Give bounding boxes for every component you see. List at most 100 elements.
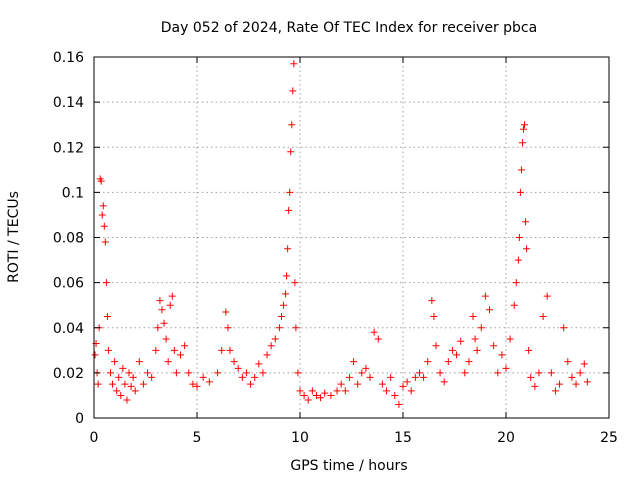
data-point: [543, 292, 551, 300]
data-point: [222, 308, 230, 316]
data-point: [285, 206, 293, 214]
data-point: [428, 297, 436, 305]
data-point: [263, 351, 271, 359]
data-point: [139, 380, 147, 388]
data-point: [177, 351, 185, 359]
data-point: [144, 369, 152, 377]
data-point: [486, 306, 494, 314]
data-point: [282, 290, 290, 298]
data-point: [448, 346, 456, 354]
data-point: [415, 369, 423, 377]
data-point: [267, 342, 275, 350]
data-point: [280, 301, 288, 309]
data-point: [199, 373, 207, 381]
data-point: [308, 387, 316, 395]
data-point: [399, 382, 407, 390]
data-point: [286, 188, 294, 196]
data-point: [158, 306, 166, 314]
data-point: [337, 380, 345, 388]
data-point: [317, 394, 325, 402]
data-point: [403, 378, 411, 386]
data-point: [471, 335, 479, 343]
data-point: [98, 211, 106, 219]
data-point: [576, 369, 584, 377]
data-point: [473, 346, 481, 354]
data-point: [395, 400, 403, 408]
data-point: [230, 358, 238, 366]
data-point: [522, 218, 530, 226]
data-point: [490, 342, 498, 350]
x-tick-label: 0: [90, 430, 99, 446]
data-point: [457, 337, 465, 345]
x-tick-labels: 0 5 10 15 20 25: [90, 430, 618, 446]
data-point: [551, 387, 559, 395]
data-point: [104, 346, 112, 354]
y-tick-label: 0.02: [53, 366, 84, 382]
data-point: [255, 360, 263, 368]
data-point: [514, 256, 522, 264]
data-point: [172, 369, 180, 377]
x-tick-label: 10: [291, 430, 309, 446]
data-point: [284, 245, 292, 253]
data-point: [312, 391, 320, 399]
x-tick-label: 5: [193, 430, 202, 446]
data-point: [539, 312, 547, 320]
data-point: [430, 312, 438, 320]
data-point: [568, 373, 576, 381]
data-point: [420, 373, 428, 381]
data-point: [512, 279, 520, 287]
data-point: [523, 245, 531, 253]
data-point: [300, 391, 308, 399]
data-point: [218, 346, 226, 354]
gridlines: [94, 57, 609, 418]
data-point: [234, 364, 242, 372]
data-point: [481, 292, 489, 300]
data-point: [259, 369, 267, 377]
data-point: [370, 328, 378, 336]
y-axis-label: ROTI / TECUs: [6, 191, 22, 283]
data-point: [354, 380, 362, 388]
data-point: [296, 387, 304, 395]
x-tick-label: 15: [394, 430, 412, 446]
data-point: [160, 319, 168, 327]
data-point: [290, 60, 298, 68]
data-point: [131, 387, 139, 395]
data-point: [291, 279, 299, 287]
y-tick-label: 0.06: [53, 276, 84, 292]
data-point: [283, 272, 291, 280]
data-point: [101, 238, 109, 246]
data-point: [518, 139, 526, 147]
x-tick-label: 25: [600, 430, 618, 446]
y-tick-labels: 0 0.02 0.04 0.06 0.08 0.1 0.12 0.14 0.16: [53, 50, 84, 427]
data-point: [91, 351, 99, 359]
data-point: [436, 369, 444, 377]
data-point: [527, 373, 535, 381]
data-point: [170, 346, 178, 354]
data-point: [517, 166, 525, 174]
data-point: [238, 373, 246, 381]
data-point: [547, 369, 555, 377]
data-point: [304, 396, 312, 404]
data-point: [560, 324, 568, 332]
data-point: [465, 358, 473, 366]
data-point: [148, 373, 156, 381]
data-point: [510, 301, 518, 309]
data-point: [226, 346, 234, 354]
data-point: [97, 177, 105, 185]
axis-ticks: [93, 56, 610, 419]
y-tick-label: 0: [75, 411, 84, 427]
data-point: [374, 335, 382, 343]
data-point: [119, 364, 127, 372]
data-point: [333, 387, 341, 395]
y-tick-label: 0.16: [53, 50, 84, 66]
data-point: [251, 373, 259, 381]
data-point: [453, 351, 461, 359]
data-point: [494, 369, 502, 377]
data-point: [525, 346, 533, 354]
data-point: [193, 382, 201, 390]
data-point: [411, 373, 419, 381]
data-point: [424, 358, 432, 366]
data-point: [103, 312, 111, 320]
data-point: [580, 360, 588, 368]
